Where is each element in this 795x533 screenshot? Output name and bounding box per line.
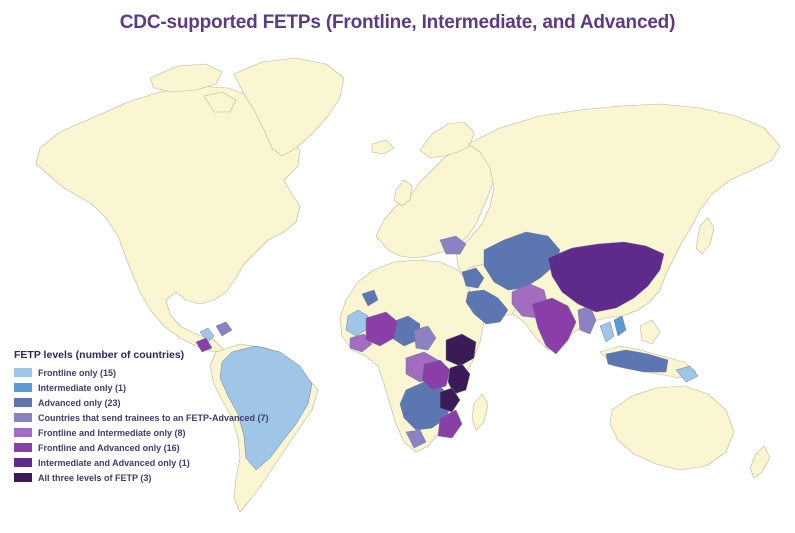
new-zealand bbox=[749, 445, 771, 479]
arctic-islands bbox=[149, 63, 237, 113]
region-central-america-sender bbox=[215, 321, 233, 337]
legend-swatch bbox=[14, 443, 32, 452]
region-east-africa-fa bbox=[421, 359, 451, 391]
legend-item: Countries that send trainees to an FETP-… bbox=[14, 410, 274, 425]
legend-swatch bbox=[14, 383, 32, 392]
region-west-africa-sender bbox=[413, 325, 437, 351]
madagascar bbox=[471, 393, 489, 431]
legend-label: Intermediate and Advanced only (1) bbox=[38, 457, 190, 468]
region-philippines-frontline bbox=[675, 365, 699, 383]
map-legend: FETP levels (number of countries) Frontl… bbox=[14, 349, 274, 485]
region-iraq-advanced bbox=[461, 267, 485, 289]
australia bbox=[609, 385, 735, 471]
legend-swatch bbox=[14, 398, 32, 407]
legend-label: Frontline only (15) bbox=[38, 367, 117, 378]
north-america bbox=[35, 85, 301, 353]
region-ethiopia-all bbox=[445, 333, 477, 367]
region-morocco-advanced bbox=[361, 289, 379, 307]
region-south-africa-sender bbox=[405, 429, 427, 449]
region-indochina-frontline bbox=[599, 321, 615, 343]
legend-swatch bbox=[14, 428, 32, 437]
region-brazil-andes bbox=[219, 345, 313, 471]
scandinavia bbox=[371, 121, 475, 159]
legend-item: Intermediate only (1) bbox=[14, 380, 274, 395]
region-kenya-all bbox=[447, 363, 471, 395]
fetp-countries bbox=[195, 231, 699, 471]
legend-swatch bbox=[14, 413, 32, 422]
region-indonesia-advanced bbox=[605, 349, 669, 373]
legend-item: Intermediate and Advanced only (1) bbox=[14, 455, 274, 470]
region-west-africa-fa bbox=[365, 311, 399, 347]
region-vietnam-intermediate bbox=[613, 315, 627, 337]
region-china-ia bbox=[547, 241, 665, 313]
region-ukraine-sender bbox=[439, 235, 467, 255]
region-arabia-advanced bbox=[465, 289, 509, 325]
region-mozambique-fa bbox=[437, 409, 463, 439]
great-britain bbox=[393, 179, 413, 207]
region-india-fa bbox=[531, 297, 577, 355]
legend-swatch bbox=[14, 458, 32, 467]
region-central-america-fa bbox=[195, 337, 213, 353]
legend-item: Frontline and Intermediate only (8) bbox=[14, 425, 274, 440]
legend-swatch bbox=[14, 473, 32, 482]
greenland bbox=[233, 57, 345, 157]
japan bbox=[695, 217, 715, 255]
legend-item: Frontline only (15) bbox=[14, 365, 274, 380]
legend-item: Frontline and Advanced only (16) bbox=[14, 440, 274, 455]
legend-label: Countries that send trainees to an FETP-… bbox=[38, 412, 269, 423]
legend-label: Intermediate only (1) bbox=[38, 382, 127, 393]
legend-label: Frontline and Intermediate only (8) bbox=[38, 427, 186, 438]
legend-title: FETP levels (number of countries) bbox=[14, 349, 185, 361]
legend-label: All three levels of FETP (3) bbox=[38, 472, 152, 483]
legend-label: Frontline and Advanced only (16) bbox=[38, 442, 180, 453]
legend-swatch bbox=[14, 368, 32, 377]
region-central-asia-advanced bbox=[483, 231, 561, 291]
legend-item: Advanced only (23) bbox=[14, 395, 274, 410]
legend-label: Advanced only (23) bbox=[38, 397, 121, 408]
legend-item: All three levels of FETP (3) bbox=[14, 470, 274, 485]
map-title: CDC-supported FETPs (Frontline, Intermed… bbox=[119, 12, 676, 33]
region-tanzania-all bbox=[439, 387, 461, 413]
